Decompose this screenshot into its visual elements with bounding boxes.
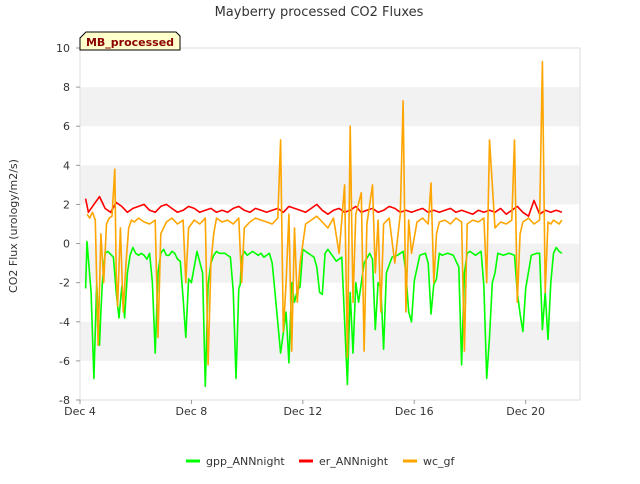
plot-frame: [79, 47, 581, 401]
grid-band: [80, 87, 580, 127]
legend-item-gpp-annnight: gpp_ANNnight: [186, 455, 285, 468]
y-axis-label: CO2 Flux (urology/m2/s): [7, 159, 20, 293]
y-tick-label: 10: [56, 42, 70, 55]
y-tick-label: 6: [63, 120, 70, 133]
grid-band: [80, 321, 580, 361]
processed-badge: MB_processed: [79, 31, 181, 51]
legend-label: gpp_ANNnight: [206, 455, 285, 468]
x-tick-label: Dec 16: [395, 405, 434, 418]
y-tick-label: -8: [59, 394, 70, 407]
y-tick-label: 2: [63, 198, 70, 211]
grid-band: [80, 243, 580, 283]
y-tick-label: 8: [63, 81, 70, 94]
x-tick-label: Dec 4: [64, 405, 96, 418]
x-tick-label: Dec 8: [176, 405, 208, 418]
series-line-wc-gf: [86, 60, 563, 366]
y-tick-label: 4: [63, 159, 70, 172]
legend-label: wc_gf: [423, 455, 456, 468]
x-tick-label: Dec 20: [506, 405, 545, 418]
series-line-gpp-annnight: [84, 240, 563, 388]
series-line-er-annnight: [84, 195, 563, 217]
badge-shape: [79, 31, 181, 51]
badge-label: MB_processed: [86, 36, 174, 49]
legend-item-wc-gf: wc_gf: [403, 455, 456, 468]
y-tick-label: -6: [59, 355, 70, 368]
y-axis: -8 -6 -4 -2 0 2 4 6 8 10: [56, 42, 80, 407]
legend: gpp_ANNnight er_ANNnight wc_gf: [186, 455, 456, 468]
grid-band: [80, 165, 580, 205]
y-tick-label: -2: [59, 277, 70, 290]
y-tick-label: 0: [63, 238, 70, 251]
x-tick-label: Dec 12: [283, 405, 322, 418]
plot-background-bands: [80, 48, 580, 400]
x-axis: Dec 4 Dec 8 Dec 12 Dec 16 Dec 20: [64, 400, 545, 418]
legend-label: er_ANNnight: [319, 455, 389, 468]
chart-title: Mayberry processed CO2 Fluxes: [215, 5, 424, 20]
series-lines: [84, 60, 563, 388]
y-tick-label: -4: [59, 316, 70, 329]
legend-item-er-annnight: er_ANNnight: [299, 455, 389, 468]
